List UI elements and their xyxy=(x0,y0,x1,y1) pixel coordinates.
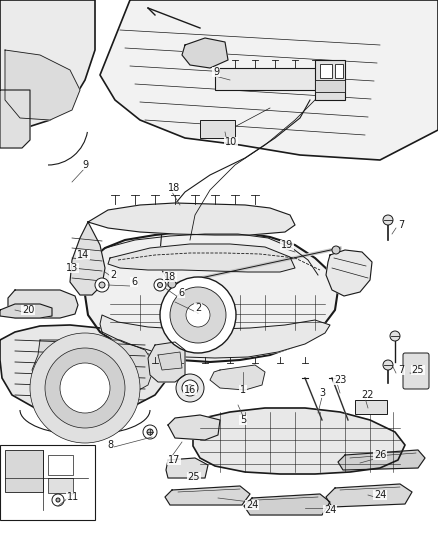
Circle shape xyxy=(56,498,60,502)
Circle shape xyxy=(160,277,236,353)
Polygon shape xyxy=(168,415,220,440)
Bar xyxy=(0,445,95,520)
Bar xyxy=(335,64,343,78)
Polygon shape xyxy=(0,304,52,318)
Text: 5: 5 xyxy=(240,415,246,425)
Text: 7: 7 xyxy=(398,220,404,230)
Bar xyxy=(48,478,73,493)
Polygon shape xyxy=(100,315,330,358)
Circle shape xyxy=(147,429,153,435)
Polygon shape xyxy=(0,325,170,415)
Polygon shape xyxy=(0,0,95,128)
Polygon shape xyxy=(210,365,265,390)
Text: 9: 9 xyxy=(213,67,219,77)
Text: 17: 17 xyxy=(168,455,180,465)
Bar xyxy=(48,455,73,475)
Circle shape xyxy=(143,425,157,439)
Polygon shape xyxy=(100,0,438,160)
FancyBboxPatch shape xyxy=(403,353,429,389)
Text: 8: 8 xyxy=(107,440,113,450)
Text: 6: 6 xyxy=(131,277,137,287)
Circle shape xyxy=(95,278,109,292)
Text: 11: 11 xyxy=(67,492,79,502)
Polygon shape xyxy=(338,450,425,470)
Bar xyxy=(215,68,330,90)
Circle shape xyxy=(186,303,210,327)
Circle shape xyxy=(390,331,400,341)
Text: 20: 20 xyxy=(22,305,34,315)
Text: 19: 19 xyxy=(281,240,293,250)
Polygon shape xyxy=(32,340,155,398)
Polygon shape xyxy=(244,494,330,515)
Text: 10: 10 xyxy=(225,137,237,147)
Polygon shape xyxy=(88,203,295,235)
Polygon shape xyxy=(8,290,78,318)
Polygon shape xyxy=(5,50,80,120)
Bar xyxy=(315,80,345,92)
Text: 18: 18 xyxy=(168,183,180,193)
Circle shape xyxy=(383,360,393,370)
Text: 16: 16 xyxy=(184,385,196,395)
Text: 26: 26 xyxy=(374,450,386,460)
Bar xyxy=(5,450,43,492)
Circle shape xyxy=(99,282,105,288)
Polygon shape xyxy=(108,244,295,272)
Circle shape xyxy=(332,246,340,254)
Circle shape xyxy=(154,279,166,291)
Text: 7: 7 xyxy=(398,365,404,375)
Text: 22: 22 xyxy=(362,390,374,400)
Text: 13: 13 xyxy=(66,263,78,273)
Text: 18: 18 xyxy=(164,272,176,282)
Text: 23: 23 xyxy=(334,375,346,385)
Text: 2: 2 xyxy=(110,270,116,280)
Circle shape xyxy=(52,494,64,506)
Polygon shape xyxy=(158,352,182,370)
Circle shape xyxy=(182,380,198,396)
Bar xyxy=(355,400,387,414)
Text: 25: 25 xyxy=(412,365,424,375)
Text: 3: 3 xyxy=(319,388,325,398)
Polygon shape xyxy=(148,342,185,382)
Bar xyxy=(315,60,345,100)
Text: 14: 14 xyxy=(77,250,89,260)
Polygon shape xyxy=(182,38,228,68)
Circle shape xyxy=(170,287,226,343)
Polygon shape xyxy=(165,486,250,505)
Circle shape xyxy=(187,385,193,391)
Text: 1: 1 xyxy=(240,385,246,395)
Polygon shape xyxy=(70,222,105,295)
Text: 6: 6 xyxy=(178,288,184,298)
Text: 24: 24 xyxy=(246,500,258,510)
Circle shape xyxy=(60,363,110,413)
Circle shape xyxy=(158,282,162,287)
Circle shape xyxy=(45,348,125,428)
Text: 24: 24 xyxy=(324,505,336,515)
Bar xyxy=(320,64,332,78)
Text: 24: 24 xyxy=(374,490,386,500)
Polygon shape xyxy=(166,458,208,478)
Text: 25: 25 xyxy=(188,472,200,482)
Circle shape xyxy=(168,280,176,288)
Circle shape xyxy=(176,374,204,402)
Circle shape xyxy=(383,215,393,225)
Polygon shape xyxy=(326,484,412,507)
Text: 9: 9 xyxy=(82,160,88,170)
Circle shape xyxy=(30,333,140,443)
Polygon shape xyxy=(193,408,405,474)
Polygon shape xyxy=(326,250,372,296)
Polygon shape xyxy=(85,232,338,362)
Bar xyxy=(200,120,235,138)
Text: 2: 2 xyxy=(195,303,201,313)
Polygon shape xyxy=(0,90,30,148)
